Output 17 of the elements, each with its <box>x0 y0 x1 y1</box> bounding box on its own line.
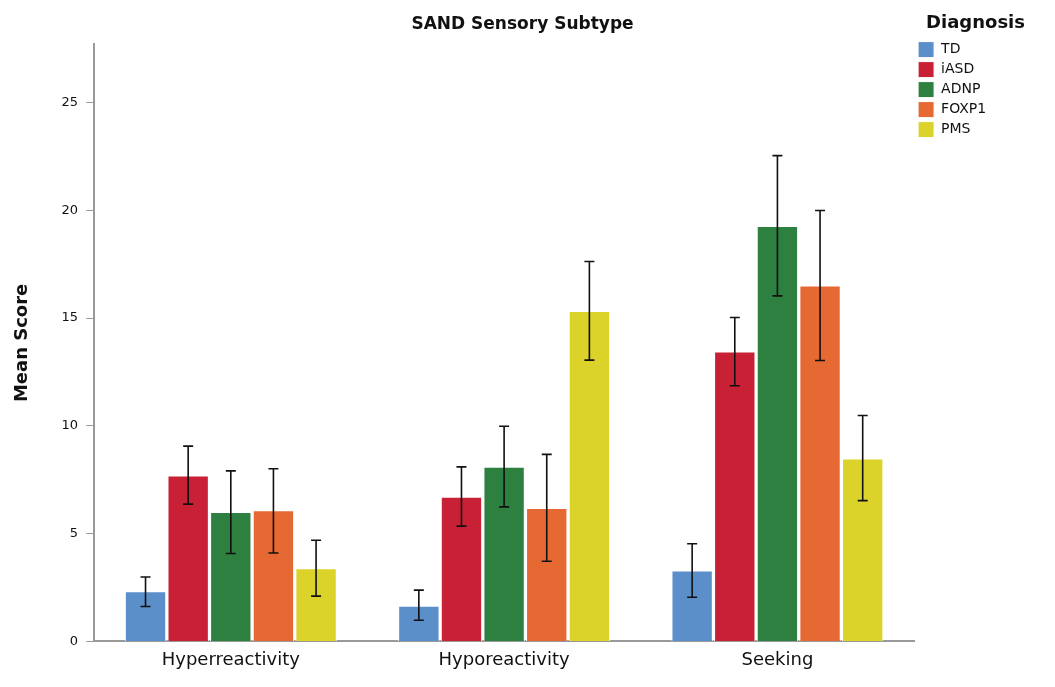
y-tick-label: 0 <box>69 632 79 648</box>
x-tick-label: Hyperreactivity <box>161 647 301 669</box>
y-tick-label: 15 <box>61 309 79 325</box>
chart-title: SAND Sensory Subtype <box>411 12 634 33</box>
legend-label: FOXP1 <box>941 100 987 117</box>
legend-label: TD <box>940 40 961 57</box>
x-tick-label: Seeking <box>741 647 814 669</box>
y-tick-label: 5 <box>69 525 79 541</box>
legend-label: iASD <box>941 60 975 77</box>
y-axis-title: Mean Score <box>10 283 32 403</box>
legend-label: PMS <box>941 120 971 137</box>
x-tick-label: Hyporeactivity <box>438 647 570 669</box>
legend-label: ADNP <box>941 80 981 97</box>
y-tick-label: 25 <box>61 93 79 109</box>
legend-title: Diagnosis <box>926 10 1025 32</box>
y-tick-label: 10 <box>61 417 79 433</box>
y-tick-label: 20 <box>61 201 79 217</box>
